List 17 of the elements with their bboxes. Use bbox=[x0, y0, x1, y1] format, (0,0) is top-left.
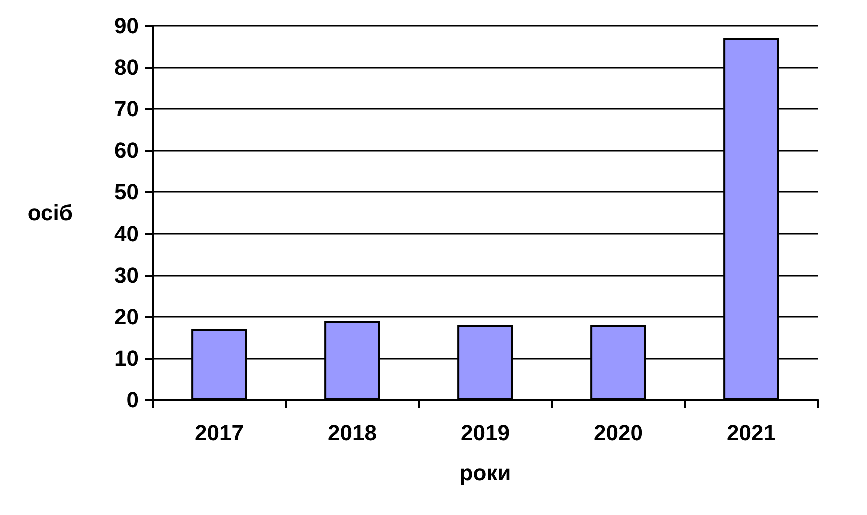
y-tick-label: 0 bbox=[126, 388, 139, 412]
y-tick-label: 10 bbox=[114, 346, 139, 371]
x-tick-label: 2017 bbox=[195, 420, 244, 446]
y-tick-label: 20 bbox=[114, 304, 139, 330]
x-tick-label: 2018 bbox=[328, 420, 377, 446]
x-tick-label: 2019 bbox=[461, 420, 510, 446]
y-axis-title: осіб bbox=[28, 200, 73, 226]
y-tick-label: 30 bbox=[114, 262, 139, 288]
y-tick-label: 70 bbox=[114, 96, 139, 122]
y-tick-label: 60 bbox=[114, 138, 139, 164]
x-tick-label: 2021 bbox=[727, 420, 776, 446]
y-tick-label: 80 bbox=[114, 55, 139, 80]
y-tick-label: 90 bbox=[114, 14, 139, 38]
x-tick-label: 2020 bbox=[594, 420, 643, 446]
y-tick-label: 50 bbox=[114, 180, 139, 205]
y-tick-label: 40 bbox=[114, 221, 139, 246]
x-axis-title: роки bbox=[460, 460, 512, 486]
